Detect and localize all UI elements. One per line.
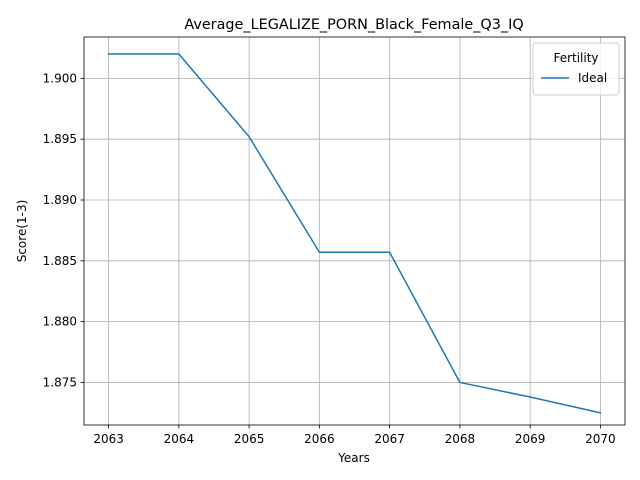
chart-title: Average_LEGALIZE_PORN_Black_Female_Q3_IQ <box>184 17 523 33</box>
x-tick-label: 2070 <box>585 432 616 446</box>
series-line-ideal <box>107 53 602 414</box>
x-tick-label: 2068 <box>445 432 476 446</box>
y-tick-label: 1.900 <box>43 71 77 85</box>
legend-title: Fertility <box>553 51 598 65</box>
x-tick-label: 2069 <box>515 432 546 446</box>
x-tick-label: 2063 <box>93 432 124 446</box>
y-tick-label: 1.880 <box>43 315 77 329</box>
x-tick-label: 2064 <box>164 432 195 446</box>
y-tick-label: 1.890 <box>43 193 77 207</box>
x-axis: 2063 2064 2065 2066 2067 2068 2069 2070 <box>93 425 616 446</box>
x-tick-label: 2066 <box>304 432 335 446</box>
legend-box <box>532 42 620 96</box>
y-tick-label: 1.895 <box>43 132 77 146</box>
x-axis-label: Years <box>337 451 370 465</box>
x-tick-label: 2065 <box>234 432 265 446</box>
series-lines <box>107 53 602 414</box>
x-tick-label: 2067 <box>374 432 405 446</box>
legend-label-ideal: Ideal <box>578 71 607 85</box>
y-tick-label: 1.875 <box>43 375 77 389</box>
y-axis: 1.875 1.880 1.885 1.890 1.895 1.900 <box>43 71 84 389</box>
grid-lines <box>84 37 625 425</box>
plot-frame <box>83 36 626 426</box>
legend: Fertility Ideal <box>532 42 620 96</box>
y-axis-label: Score(1-3) <box>15 200 29 263</box>
y-tick-label: 1.885 <box>43 254 77 268</box>
